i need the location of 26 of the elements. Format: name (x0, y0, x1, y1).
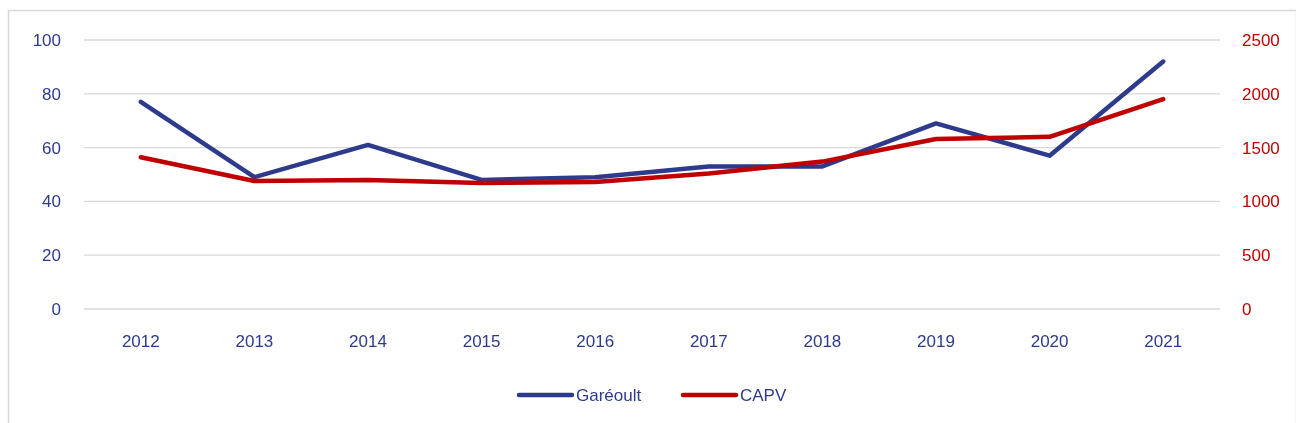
x-tick-label: 2013 (235, 331, 274, 351)
x-tick-label: 2014 (349, 331, 387, 351)
x-tick-label: 2020 (1030, 331, 1069, 351)
x-tick-label: 2012 (121, 331, 160, 351)
y-tick-label: 80 (42, 84, 61, 104)
y2-tick-label: 500 (1242, 246, 1271, 266)
y2-tick-label: 0 (1242, 299, 1252, 319)
y-tick-label: 100 (32, 30, 61, 50)
x-tick-label: 2018 (803, 331, 842, 351)
y-tick-label: 20 (42, 246, 61, 266)
y-tick-label: 60 (42, 138, 61, 158)
y2-tick-label: 1500 (1242, 138, 1280, 158)
y-tick-label: 40 (42, 192, 61, 212)
y2-tick-label: 1000 (1242, 192, 1280, 212)
line-series (138, 59, 1166, 183)
x-tick-label: 2021 (1144, 331, 1183, 351)
x-tick-label: 2015 (462, 331, 501, 351)
x-tick-label: 2016 (576, 331, 615, 351)
line-series (138, 96, 1166, 186)
y2-tick-label: 2000 (1242, 84, 1280, 104)
legend-label: CAPV (740, 385, 787, 405)
x-tick-label: 2019 (917, 331, 955, 351)
y-tick-label: 0 (51, 299, 61, 319)
legend-label: Garéoult (576, 385, 642, 405)
y2-tick-label: 2500 (1242, 30, 1280, 50)
x-tick-label: 2017 (689, 331, 728, 351)
